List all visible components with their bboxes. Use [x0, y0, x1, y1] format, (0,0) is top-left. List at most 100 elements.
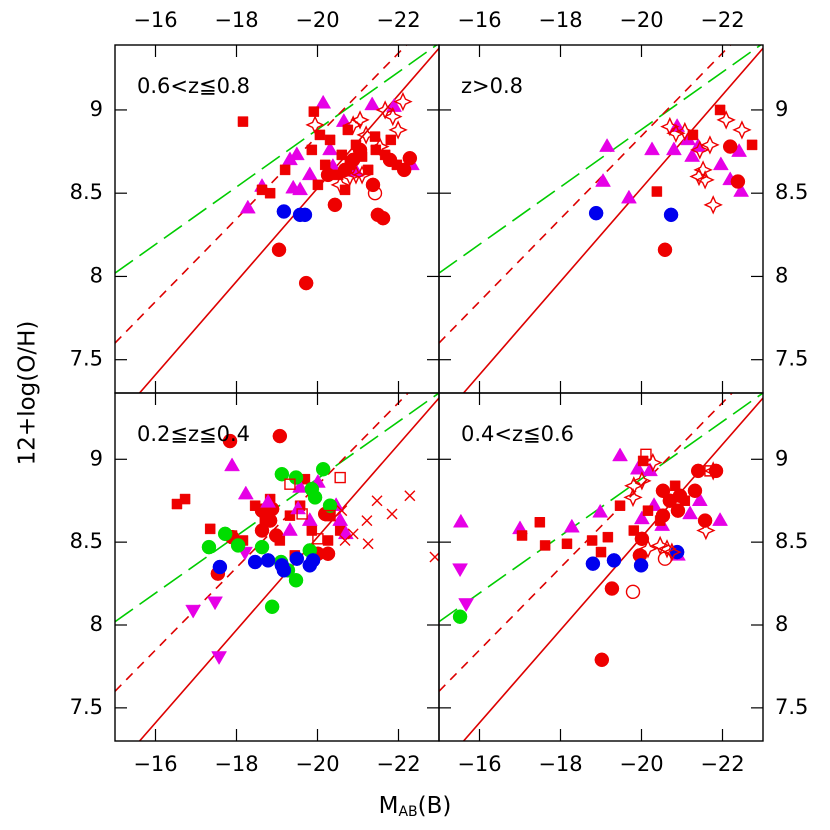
point — [362, 538, 374, 550]
point — [260, 553, 276, 568]
point — [539, 540, 551, 551]
point — [689, 166, 709, 187]
point — [297, 207, 313, 223]
point — [696, 520, 716, 541]
point — [346, 165, 366, 185]
x-tick-label: −18 — [214, 8, 258, 32]
point — [663, 207, 679, 223]
point — [643, 452, 663, 473]
y-tick-label: 9 — [90, 446, 103, 470]
point — [595, 546, 607, 558]
point — [402, 150, 418, 166]
point — [684, 148, 701, 162]
point — [621, 189, 637, 204]
point — [239, 199, 256, 214]
point — [320, 546, 336, 561]
point — [695, 170, 715, 190]
point — [322, 141, 338, 156]
point — [687, 483, 703, 499]
point — [371, 495, 383, 507]
point — [171, 498, 183, 510]
y-axis-title: 12+log(O/H) — [15, 321, 41, 466]
point — [290, 500, 306, 515]
point — [599, 138, 616, 152]
y-tick-label: 7.5 — [70, 347, 103, 371]
panel — [115, 393, 439, 741]
point — [288, 146, 305, 161]
point — [254, 539, 270, 555]
point — [516, 530, 528, 541]
panel — [439, 45, 763, 393]
relation-line — [462, 397, 763, 741]
point — [657, 539, 677, 559]
point — [404, 490, 416, 502]
x-tick-label: −18 — [538, 8, 582, 32]
point — [691, 492, 708, 506]
point — [179, 493, 191, 505]
point — [207, 596, 223, 611]
y-tick-label: 8 — [90, 263, 103, 287]
x-tick-label: −22 — [700, 8, 744, 32]
point — [586, 535, 598, 546]
y-tick-label: 7.5 — [70, 695, 103, 719]
point — [330, 175, 350, 195]
point — [298, 275, 314, 291]
panel — [115, 45, 439, 393]
point — [204, 523, 216, 535]
point — [633, 558, 649, 573]
point — [356, 125, 376, 145]
point — [382, 152, 398, 168]
point — [396, 162, 412, 178]
point — [697, 513, 713, 528]
point — [624, 476, 644, 496]
point — [315, 461, 331, 477]
point — [347, 528, 359, 540]
point — [714, 104, 726, 116]
point — [375, 100, 395, 120]
y-tick-label: 8.5 — [70, 529, 103, 553]
point — [284, 478, 296, 490]
point — [237, 485, 254, 500]
panel — [439, 393, 763, 741]
relation-line — [115, 45, 439, 274]
panel-label: 0.2≦z≦0.4 — [137, 422, 250, 446]
point — [655, 483, 671, 499]
point — [732, 120, 752, 140]
y-tick-label: 8 — [775, 612, 788, 636]
x-tick-label: −16 — [457, 8, 501, 32]
panel-frame — [438, 392, 764, 742]
point — [237, 116, 249, 127]
point — [650, 535, 670, 556]
point — [334, 471, 346, 484]
relation-line — [138, 47, 439, 393]
point — [339, 534, 351, 546]
point — [345, 152, 361, 168]
point — [675, 121, 695, 142]
point — [276, 204, 292, 219]
point — [268, 528, 284, 543]
point — [289, 551, 305, 566]
x-tick-label: −20 — [295, 8, 339, 32]
point — [703, 195, 723, 215]
point — [588, 205, 604, 221]
x-tick-label: −18 — [214, 752, 258, 776]
y-tick-label: 8.5 — [775, 180, 808, 204]
point — [644, 141, 660, 156]
panel-label: z>0.8 — [461, 74, 523, 98]
point — [383, 106, 403, 127]
point — [288, 573, 304, 588]
point — [271, 242, 287, 258]
x-tick-label: −22 — [376, 752, 420, 776]
point — [322, 535, 334, 546]
y-tick-label: 8 — [775, 263, 788, 287]
x-tick-label: −20 — [295, 752, 339, 776]
point — [314, 129, 326, 141]
y-tick-label: 9 — [775, 446, 788, 470]
point — [657, 242, 673, 258]
point — [302, 558, 318, 573]
point — [264, 187, 276, 199]
point — [324, 509, 336, 522]
point — [336, 505, 348, 517]
point — [305, 115, 325, 135]
point — [324, 134, 336, 146]
